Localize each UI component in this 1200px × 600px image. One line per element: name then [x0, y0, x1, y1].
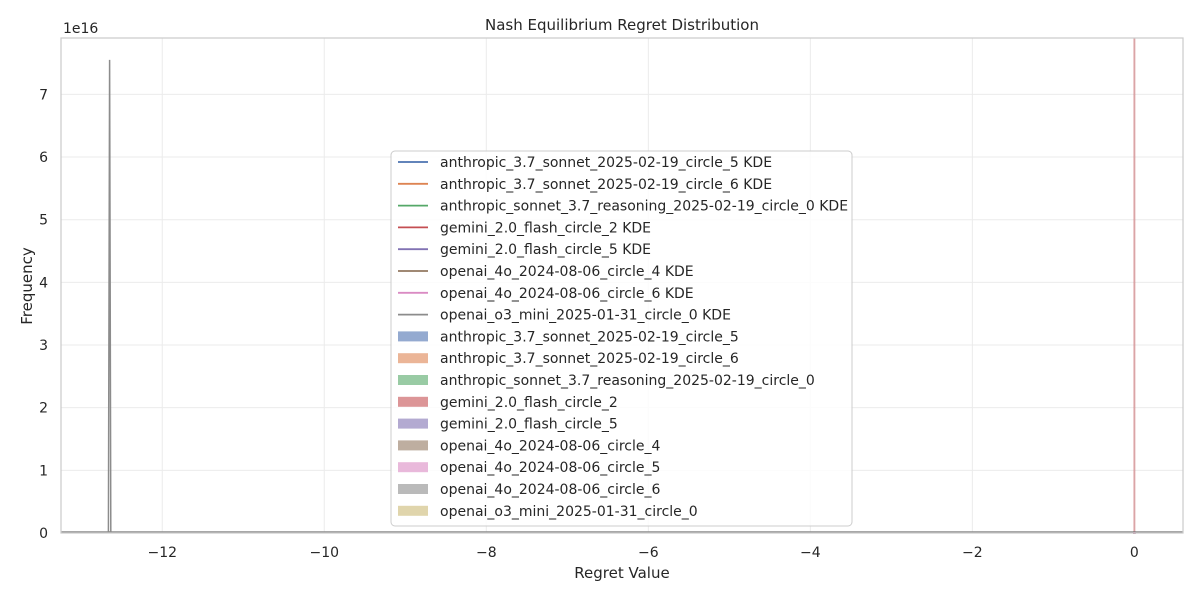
legend-patch-swatch: [398, 396, 428, 407]
legend-entry-label: openai_o3_mini_2025-01-31_circle_0: [440, 504, 698, 520]
legend-patch-swatch: [398, 331, 428, 342]
x-tick-label: −12: [147, 545, 177, 561]
legend-items: anthropic_3.7_sonnet_2025-02-19_circle_5…: [398, 155, 848, 520]
legend-entry-label: gemini_2.0_flash_circle_2: [440, 395, 618, 411]
legend-patch-swatch: [398, 462, 428, 473]
plot-marks: [61, 38, 1183, 534]
legend-entry-label: gemini_2.0_flash_circle_5: [440, 417, 618, 433]
y-tick-label: 5: [39, 213, 48, 229]
legend-entry-label: anthropic_3.7_sonnet_2025-02-19_circle_5…: [440, 155, 772, 171]
y-tick-label: 2: [39, 401, 48, 417]
legend-patch-swatch: [398, 505, 428, 516]
legend-patch-swatch: [398, 353, 428, 364]
legend-entry-label: anthropic_sonnet_3.7_reasoning_2025-02-1…: [440, 199, 848, 215]
legend-entry-label: anthropic_sonnet_3.7_reasoning_2025-02-1…: [440, 373, 815, 389]
plot-frame: [60, 37, 1184, 534]
legend-patch-swatch: [398, 440, 428, 451]
legend-patch-swatch: [398, 375, 428, 385]
legend-patch-swatch: [398, 418, 428, 429]
x-tick-label: −6: [638, 545, 659, 561]
y-tick-label: 3: [39, 338, 48, 354]
legend-box: [390, 150, 853, 527]
legend-entry-label: anthropic_3.7_sonnet_2025-02-19_circle_5: [440, 329, 739, 345]
x-tick-label: −8: [476, 545, 497, 561]
y-axis-ticks: 0 1 2 3 4 5 6 7: [39, 87, 48, 542]
y-tick-label: 7: [39, 87, 48, 103]
legend-entry-label: openai_4o_2024-08-06_circle_5: [440, 460, 660, 476]
legend-entry-label: gemini_2.0_flash_circle_5 KDE: [440, 242, 651, 258]
x-tick-label: −2: [962, 545, 983, 561]
legend-patch-swatch: [398, 484, 428, 494]
legend-entry-label: openai_4o_2024-08-06_circle_4 KDE: [440, 264, 694, 280]
legend-entry-label: openai_4o_2024-08-06_circle_4: [440, 438, 660, 454]
chart-title: Nash Equilibrium Regret Distribution: [485, 16, 759, 34]
legend-entry-label: openai_o3_mini_2025-01-31_circle_0 KDE: [440, 308, 731, 324]
y-tick-label: 0: [39, 526, 48, 542]
x-axis-label: Regret Value: [574, 564, 669, 582]
legend-entry-label: anthropic_3.7_sonnet_2025-02-19_circle_6: [440, 351, 739, 367]
x-tick-label: −10: [310, 545, 340, 561]
y-tick-label: 1: [39, 463, 48, 479]
y-axis-label: Frequency: [18, 247, 36, 325]
x-tick-label: 0: [1130, 545, 1139, 561]
kde-curve: [107, 59, 112, 534]
legend: anthropic_3.7_sonnet_2025-02-19_circle_5…: [390, 150, 853, 527]
y-tick-label: 6: [39, 150, 48, 166]
y-offset-text: 1e16: [63, 21, 98, 37]
x-tick-label: −4: [800, 545, 821, 561]
y-tick-label: 4: [39, 275, 48, 291]
legend-entry-label: openai_4o_2024-08-06_circle_6: [440, 482, 660, 498]
legend-entry-label: gemini_2.0_flash_circle_2 KDE: [440, 220, 651, 236]
x-axis-ticks: −12 −10 −8 −6 −4 −2 0: [147, 545, 1138, 561]
legend-entry-label: anthropic_3.7_sonnet_2025-02-19_circle_6…: [440, 177, 772, 193]
legend-entry-label: openai_4o_2024-08-06_circle_6 KDE: [440, 286, 694, 302]
